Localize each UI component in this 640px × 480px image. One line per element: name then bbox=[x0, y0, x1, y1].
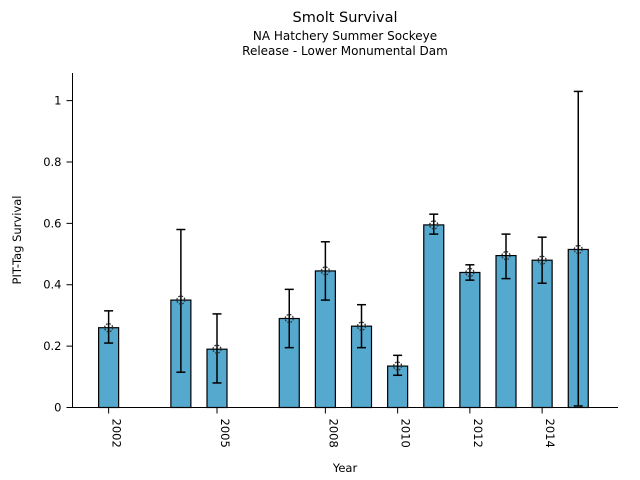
x-tick-label: 2012 bbox=[471, 419, 485, 448]
x-tick-label: 2002 bbox=[110, 419, 124, 448]
y-tick-label: 0.8 bbox=[43, 155, 61, 169]
bar bbox=[423, 224, 445, 409]
x-tick-label: 2005 bbox=[218, 419, 232, 448]
value-marker bbox=[284, 313, 294, 324]
value-marker bbox=[392, 361, 403, 371]
chart-subtitle-stock: NA Hatchery Summer Sockeye bbox=[252, 29, 438, 43]
x-tick-label: 2010 bbox=[399, 419, 413, 448]
y-tick-label: 0.6 bbox=[43, 216, 61, 230]
x-tick-label: 2008 bbox=[326, 419, 340, 448]
bar bbox=[459, 271, 481, 409]
value-marker bbox=[103, 323, 114, 333]
y-tick-label: 0 bbox=[54, 401, 61, 415]
x-tick-label: 2014 bbox=[543, 419, 557, 448]
y-tick-label: 1 bbox=[54, 94, 61, 108]
value-marker bbox=[573, 244, 583, 255]
value-marker bbox=[465, 267, 475, 278]
y-tick-label: 0.2 bbox=[43, 339, 61, 353]
y-tick-label: 0.4 bbox=[43, 278, 61, 292]
value-marker bbox=[320, 266, 331, 276]
value-marker bbox=[537, 255, 547, 265]
value-marker bbox=[356, 321, 367, 331]
x-axis-label: Year bbox=[332, 461, 358, 475]
chart-subtitle-release: Release - Lower Monumental Dam bbox=[242, 44, 448, 58]
value-marker bbox=[176, 295, 186, 305]
value-marker bbox=[429, 220, 439, 230]
chart-title: Smolt Survival bbox=[292, 10, 398, 26]
value-marker bbox=[212, 344, 222, 354]
